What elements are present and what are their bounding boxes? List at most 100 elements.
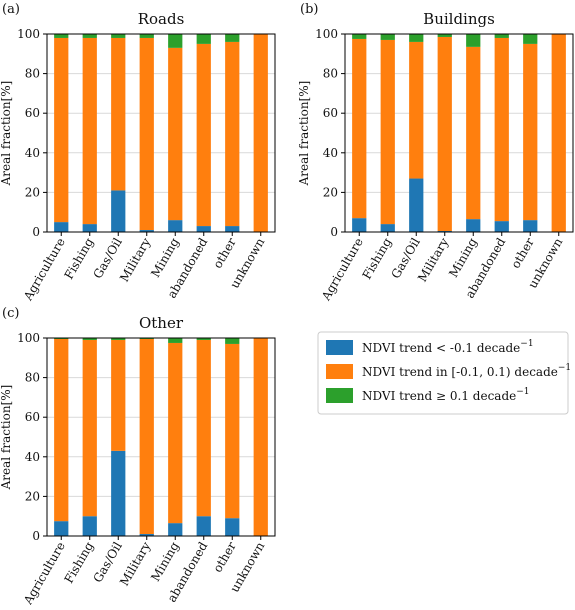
bar-segment: [380, 224, 395, 232]
bar-segment: [253, 338, 268, 536]
bar-segment: [380, 39, 395, 225]
bar-segment: [139, 230, 154, 232]
bar-segment: [54, 34, 69, 38]
y-tick-label: 80: [25, 67, 40, 81]
bar-segment: [196, 43, 211, 227]
bar-segment: [111, 190, 126, 232]
y-tick-label: 60: [25, 410, 40, 424]
y-tick-label: 40: [25, 146, 40, 160]
y-tick-label: 20: [323, 185, 338, 199]
bar-segment: [409, 178, 424, 232]
bar-segment: [82, 224, 97, 232]
bar-segment: [437, 36, 452, 232]
bar-segment: [409, 41, 424, 179]
chart-title: Roads: [138, 10, 185, 28]
bar-segment: [225, 34, 240, 42]
bar-segment: [54, 37, 69, 223]
y-axis-label: Areal fraction[%]: [0, 81, 13, 187]
bar-segment: [54, 222, 69, 232]
bar-segment: [196, 338, 211, 340]
x-tick-label: Agriculture: [20, 540, 67, 606]
bar-segment: [466, 219, 481, 232]
bar-segment: [352, 218, 367, 232]
bar-segment: [494, 221, 509, 232]
bar-segment: [352, 38, 367, 219]
y-tick-label: 80: [25, 371, 40, 385]
panel-label: (b): [300, 2, 318, 17]
bar-segment: [225, 226, 240, 232]
bar-segment: [168, 34, 183, 48]
panel-label: (a): [2, 2, 20, 17]
chart-panel-2: 020406080100AgricultureFishingGas/OilMil…: [297, 2, 574, 304]
bar-segment: [82, 516, 97, 536]
bar-segment: [139, 34, 154, 38]
bar-segment: [54, 521, 69, 536]
x-tick-label: other: [210, 539, 239, 574]
x-tick-label: Agriculture: [20, 236, 67, 304]
chart-panel-1: 020406080100AgricultureFishingGas/OilMil…: [0, 2, 276, 304]
bar-segment: [111, 37, 126, 191]
y-tick-label: 100: [315, 27, 338, 41]
bar-segment: [225, 518, 240, 536]
bar-segment: [523, 34, 538, 44]
bar-segment: [225, 338, 240, 344]
chart-title: Buildings: [423, 10, 495, 28]
y-tick-label: 100: [17, 331, 40, 345]
bar-segment: [253, 34, 268, 232]
chart-title: Other: [139, 314, 184, 332]
bar-segment: [82, 338, 97, 340]
bar-segment: [168, 338, 183, 343]
legend-swatch-stable: [326, 364, 353, 379]
y-tick-label: 80: [323, 67, 338, 81]
chart-panel-3: 020406080100AgricultureFishingGas/OilMil…: [0, 306, 276, 608]
bar-segment: [437, 34, 452, 37]
axes-frame: [46, 337, 276, 537]
bar-segment: [352, 34, 367, 39]
panel-label: (c): [2, 306, 19, 321]
legend-frame: [317, 331, 569, 415]
x-tick-label: other: [508, 235, 537, 270]
bar-segment: [111, 450, 126, 536]
legend-label-decrease: NDVI trend < -0.1 decade−1: [362, 339, 534, 355]
axes-frame: [344, 33, 574, 233]
bar-segment: [168, 342, 183, 524]
bar-segment: [196, 226, 211, 232]
x-tick-label: other: [210, 235, 239, 270]
bar-segment: [494, 37, 509, 222]
bar-segment: [551, 34, 566, 232]
y-tick-label: 60: [25, 106, 40, 120]
bar-segment: [466, 34, 481, 47]
bar-segment: [82, 34, 97, 38]
y-tick-label: 100: [17, 27, 40, 41]
bar-segment: [168, 47, 183, 221]
bar-segment: [380, 34, 395, 40]
bar-segment: [111, 338, 126, 340]
legend-swatch-decrease: [326, 340, 353, 355]
y-tick-label: 20: [25, 489, 40, 503]
bar-segment: [494, 34, 509, 38]
y-tick-label: 0: [330, 225, 338, 239]
y-tick-label: 40: [25, 450, 40, 464]
bar-segment: [139, 37, 154, 231]
y-tick-label: 20: [25, 185, 40, 199]
bar-segment: [196, 34, 211, 44]
legend-label-stable: NDVI trend in [-0.1, 0.1) decade−1: [362, 363, 571, 379]
legend-swatch-increase: [326, 388, 353, 403]
axes-frame: [46, 33, 276, 233]
bar-segment: [225, 41, 240, 227]
bar-segment: [168, 220, 183, 232]
bar-segment: [466, 46, 481, 220]
y-tick-label: 0: [32, 225, 40, 239]
x-tick-label: Agriculture: [318, 236, 365, 304]
y-tick-label: 40: [323, 146, 338, 160]
legend-label-increase: NDVI trend ≥ 0.1 decade−1: [362, 387, 530, 403]
bar-segment: [168, 523, 183, 536]
y-axis-label: Areal fraction[%]: [0, 385, 13, 491]
bar-segment: [139, 338, 154, 535]
bar-segment: [111, 34, 126, 38]
bar-segment: [139, 534, 154, 536]
bar-segment: [196, 516, 211, 536]
legend: NDVI trend < -0.1 decade−1 NDVI trend in…: [317, 331, 571, 415]
bar-segment: [523, 220, 538, 232]
